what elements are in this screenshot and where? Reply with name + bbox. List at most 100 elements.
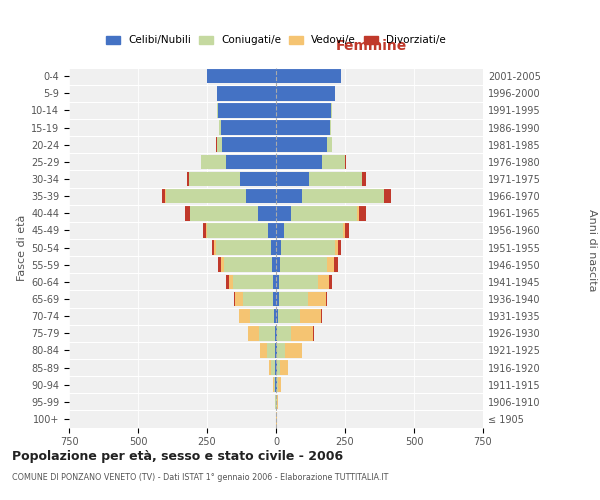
Bar [276, 258, 280, 272]
Bar [187, 172, 189, 186]
Bar [280, 274, 318, 289]
Bar [276, 274, 280, 289]
Bar [329, 274, 332, 289]
Bar [276, 120, 330, 135]
Bar [203, 223, 206, 238]
Bar [276, 69, 341, 84]
Bar [214, 240, 216, 255]
Bar [362, 172, 366, 186]
Bar [268, 223, 276, 238]
Bar [239, 309, 250, 324]
Bar [277, 394, 278, 409]
Bar [275, 360, 276, 375]
Bar [291, 206, 358, 220]
Bar [234, 292, 235, 306]
Bar [235, 292, 243, 306]
Bar [276, 138, 327, 152]
Bar [280, 258, 327, 272]
Bar [189, 172, 240, 186]
Bar [217, 138, 222, 152]
Bar [190, 206, 258, 220]
Bar [207, 69, 276, 84]
Bar [338, 240, 341, 255]
Bar [258, 206, 276, 220]
Bar [250, 309, 274, 324]
Bar [358, 206, 359, 220]
Bar [273, 378, 274, 392]
Bar [302, 189, 383, 204]
Text: Anni di nascita: Anni di nascita [587, 209, 597, 291]
Bar [335, 240, 338, 255]
Text: COMUNE DI PONZANO VENETO (TV) - Dati ISTAT 1° gennaio 2006 - Elaborazione TUTTIT: COMUNE DI PONZANO VENETO (TV) - Dati IST… [12, 472, 388, 482]
Bar [271, 360, 275, 375]
Bar [345, 223, 349, 238]
Bar [385, 189, 391, 204]
Bar [260, 343, 266, 357]
Bar [166, 189, 245, 204]
Bar [318, 274, 329, 289]
Bar [343, 223, 345, 238]
Bar [308, 292, 326, 306]
Bar [248, 326, 259, 340]
Bar [277, 326, 291, 340]
Bar [278, 378, 281, 392]
Bar [273, 292, 276, 306]
Bar [245, 189, 276, 204]
Bar [327, 258, 334, 272]
Bar [226, 274, 229, 289]
Bar [207, 223, 268, 238]
Bar [277, 360, 280, 375]
Bar [276, 154, 322, 169]
Bar [185, 206, 190, 220]
Y-axis label: Fasce di età: Fasce di età [17, 214, 27, 280]
Bar [277, 343, 285, 357]
Bar [326, 292, 327, 306]
Bar [383, 189, 385, 204]
Bar [276, 309, 278, 324]
Bar [272, 274, 276, 289]
Bar [276, 326, 277, 340]
Bar [202, 154, 226, 169]
Bar [275, 326, 276, 340]
Bar [291, 326, 313, 340]
Bar [345, 154, 346, 169]
Bar [240, 172, 276, 186]
Bar [272, 258, 276, 272]
Bar [243, 292, 273, 306]
Text: Popolazione per età, sesso e stato civile - 2006: Popolazione per età, sesso e stato civil… [12, 450, 343, 463]
Bar [276, 206, 291, 220]
Bar [212, 240, 214, 255]
Bar [279, 292, 308, 306]
Bar [274, 378, 275, 392]
Bar [233, 274, 272, 289]
Bar [259, 326, 275, 340]
Bar [276, 343, 277, 357]
Bar [330, 120, 331, 135]
Bar [275, 343, 276, 357]
Bar [269, 360, 271, 375]
Bar [162, 189, 165, 204]
Bar [224, 258, 272, 272]
Bar [276, 103, 331, 118]
Bar [277, 378, 278, 392]
Bar [274, 309, 276, 324]
Bar [300, 309, 321, 324]
Bar [276, 86, 335, 101]
Bar [327, 138, 332, 152]
Bar [276, 189, 302, 204]
Bar [309, 172, 362, 186]
Bar [266, 343, 275, 357]
Bar [220, 120, 221, 135]
Bar [276, 172, 309, 186]
Bar [229, 274, 233, 289]
Bar [281, 240, 335, 255]
Bar [216, 240, 271, 255]
Bar [218, 103, 276, 118]
Bar [276, 223, 284, 238]
Bar [285, 343, 302, 357]
Bar [278, 309, 300, 324]
Bar [334, 258, 338, 272]
Bar [276, 360, 277, 375]
Bar [217, 86, 276, 101]
Bar [226, 154, 276, 169]
